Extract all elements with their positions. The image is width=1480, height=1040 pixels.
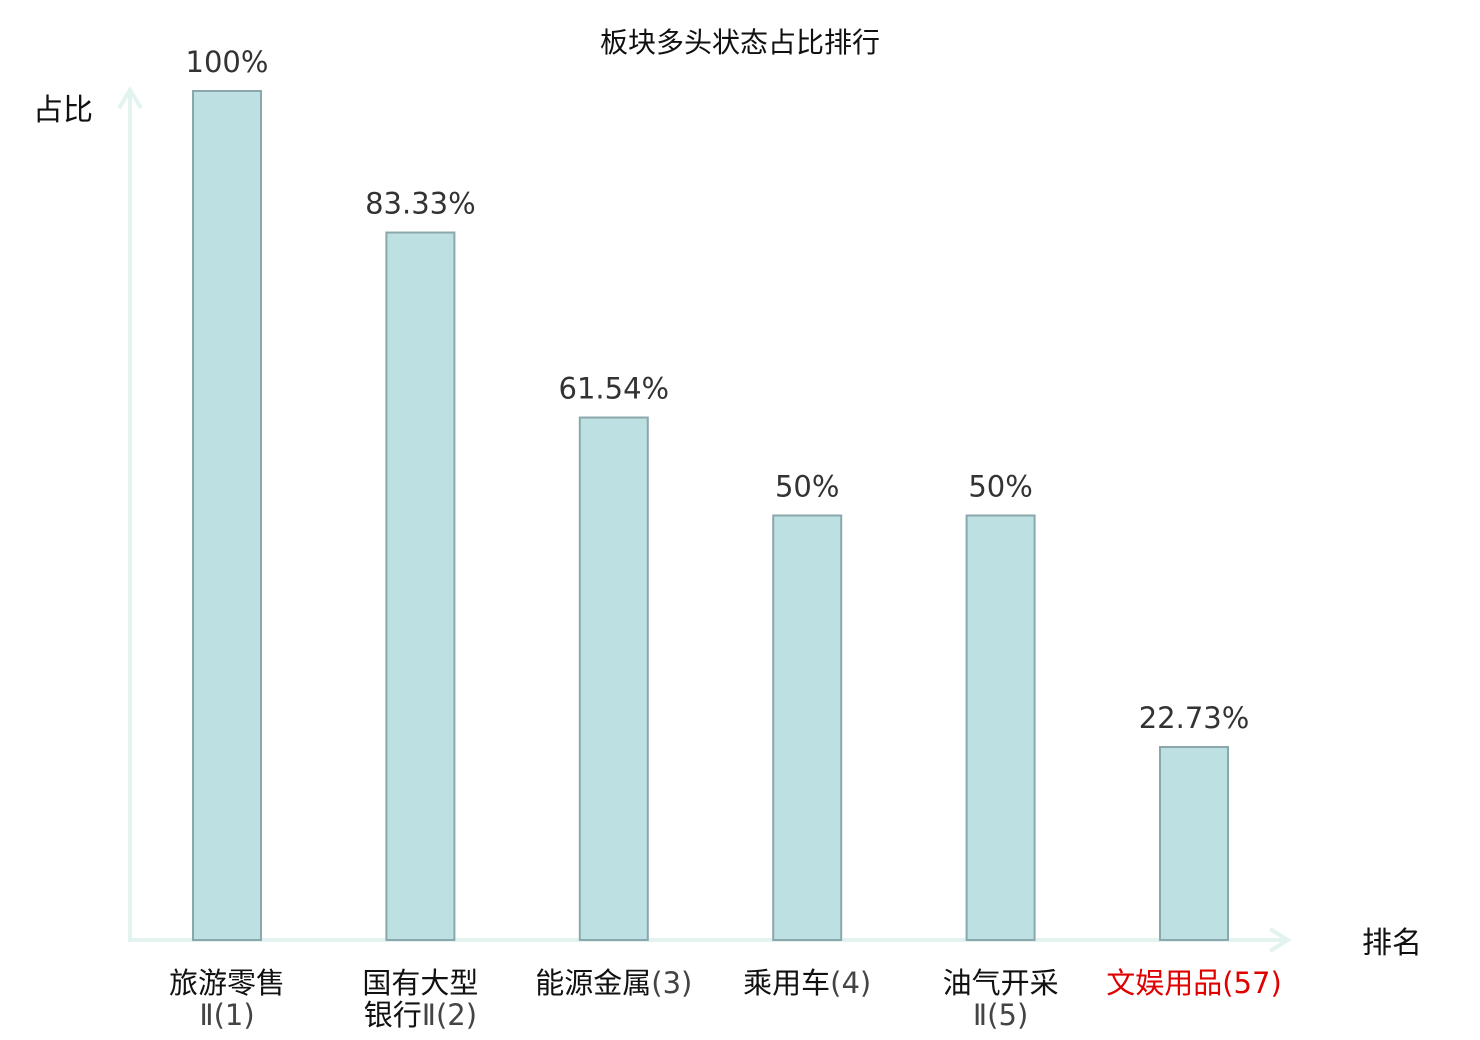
value-label: 22.73% [1139, 701, 1250, 735]
value-label-group: 100% 83.33% 61.54% 50% 50% 22.73% [186, 45, 1250, 735]
category-name: 油气开采 [943, 966, 1059, 1000]
category-label: 文娱用品(57) [1106, 966, 1282, 1000]
category-label: 银行Ⅱ(2) [364, 998, 477, 1032]
y-axis-arrow [117, 86, 143, 110]
category-label: 国有大型 [362, 966, 478, 1000]
category-name: 能源金属 [535, 966, 651, 1000]
value-label: 50% [968, 470, 1032, 504]
category-rank: (4) [830, 966, 871, 1000]
bar [578, 416, 649, 941]
bar [192, 90, 262, 941]
value-label: 50% [775, 470, 839, 504]
category-rank: Ⅱ(1) [199, 998, 254, 1032]
category-rank: (3) [651, 966, 692, 1000]
category-label: Ⅱ(5) [973, 998, 1028, 1032]
category-label: 乘用车(4) [743, 966, 871, 1000]
bar-group [192, 90, 1229, 941]
x-axis-arrow [1268, 927, 1292, 953]
category-label: 能源金属(3) [535, 966, 692, 1000]
bar [772, 514, 843, 941]
bar [385, 231, 456, 941]
x-axis-label: 排名 [1362, 926, 1422, 961]
category-rank: (57) [1222, 966, 1282, 1000]
bar [1159, 746, 1229, 941]
chart-title: 板块多头状态占比排行 [600, 26, 880, 59]
category-name: 银行 [364, 998, 422, 1032]
value-label: 83.33% [365, 187, 476, 221]
category-label: 油气开采 [943, 966, 1059, 1000]
value-label: 61.54% [559, 372, 670, 406]
category-label: 旅游零售 [169, 966, 285, 1000]
value-label: 100% [186, 45, 269, 79]
category-name: 国有大型 [362, 966, 478, 1000]
category-name: 旅游零售 [169, 966, 285, 1000]
bar [965, 514, 1036, 941]
y-axis [117, 86, 143, 940]
category-name: 乘用车 [743, 966, 830, 1000]
category-rank: Ⅱ(2) [422, 998, 477, 1032]
category-name: 文娱用品 [1106, 966, 1222, 1000]
category-rank: Ⅱ(5) [973, 998, 1028, 1032]
category-label: Ⅱ(1) [199, 998, 254, 1032]
x-axis [128, 927, 1292, 953]
y-axis-label: 占比 [33, 93, 93, 128]
